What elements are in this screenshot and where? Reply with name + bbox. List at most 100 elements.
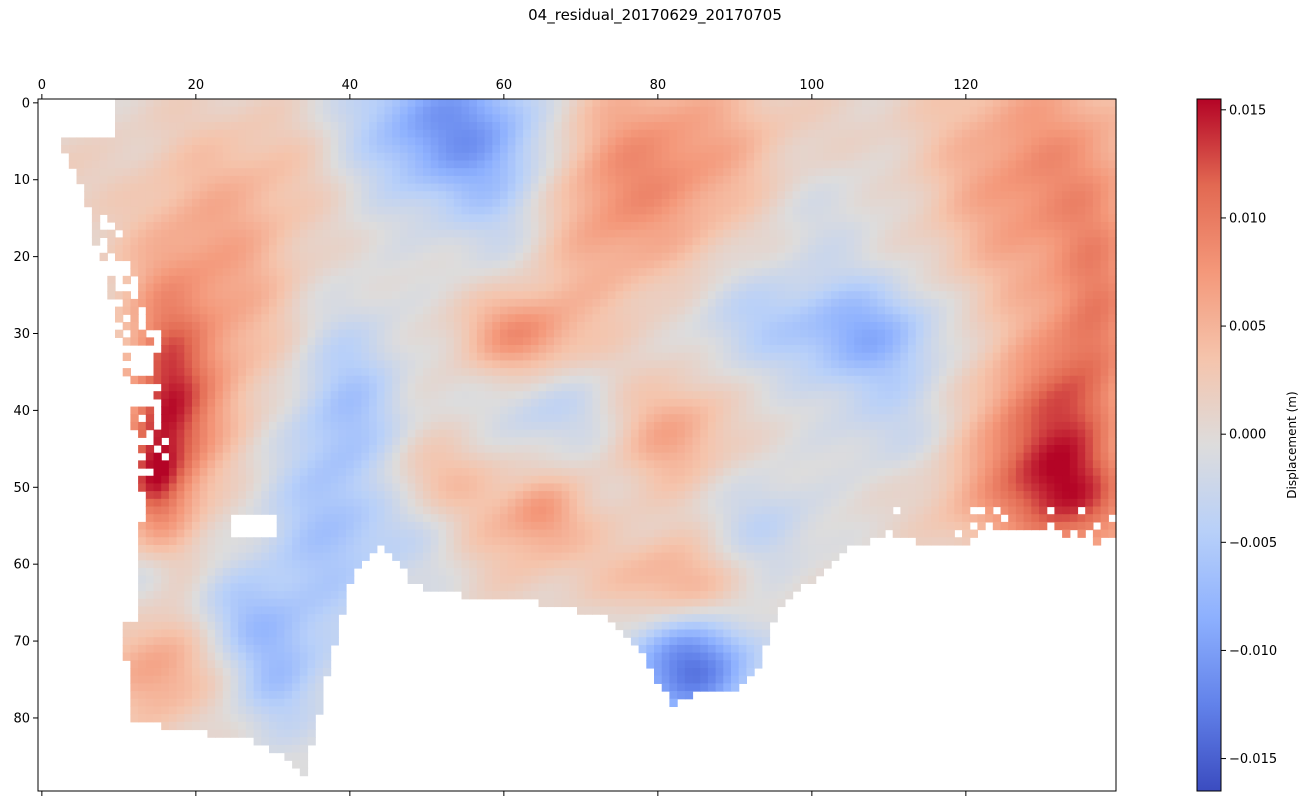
heatmap-cell — [584, 129, 593, 139]
heatmap-cell — [500, 99, 509, 108]
heatmap-cell — [777, 183, 786, 192]
heatmap-cell — [992, 314, 1002, 323]
heatmap-cell — [76, 168, 85, 177]
heatmap-cell — [1008, 145, 1017, 154]
heatmap-cell — [661, 383, 670, 392]
heatmap-cell — [1031, 206, 1040, 215]
heatmap-cell — [908, 268, 917, 277]
heatmap-cell — [153, 306, 162, 315]
heatmap-cell — [261, 191, 270, 200]
heatmap-cell — [207, 337, 216, 346]
heatmap-cell — [307, 229, 316, 238]
heatmap-cell — [577, 291, 586, 300]
heatmap-cell — [415, 129, 424, 139]
heatmap-cell — [769, 122, 778, 131]
heatmap-cell — [269, 214, 278, 223]
heatmap-cell — [615, 383, 624, 392]
heatmap-cell — [130, 252, 139, 262]
heatmap-cell — [153, 114, 162, 123]
heatmap-cell — [438, 145, 447, 154]
heatmap-cell — [353, 260, 362, 269]
heatmap-cell — [176, 245, 185, 254]
heatmap-cell — [769, 245, 778, 254]
heatmap-cell — [276, 391, 285, 400]
heatmap-cell — [453, 191, 463, 200]
heatmap-cell — [523, 191, 532, 200]
heatmap-cell — [1108, 252, 1117, 262]
heatmap-cell — [731, 352, 740, 362]
heatmap-cell — [784, 291, 794, 300]
heatmap-cell — [677, 137, 686, 146]
heatmap-cell — [877, 106, 886, 115]
heatmap-cell — [484, 314, 493, 323]
heatmap-cell — [615, 291, 624, 300]
heatmap-cell — [476, 145, 486, 154]
heatmap-cell — [985, 321, 994, 331]
heatmap-cell — [1039, 298, 1048, 308]
heatmap-cell — [222, 198, 232, 208]
heatmap-cell — [330, 368, 339, 377]
heatmap-cell — [530, 137, 540, 146]
heatmap-cell — [446, 283, 455, 292]
heatmap-cell — [1062, 114, 1071, 123]
heatmap-cell — [931, 337, 940, 346]
heatmap-cell — [669, 214, 678, 223]
heatmap-cell — [1085, 129, 1094, 139]
heatmap-cell — [800, 383, 809, 392]
heatmap-cell — [1015, 321, 1025, 331]
heatmap-cell — [815, 291, 824, 300]
heatmap-cell — [322, 99, 332, 108]
heatmap-cell — [869, 291, 878, 300]
heatmap-cell — [946, 206, 955, 215]
heatmap-cell — [677, 129, 686, 139]
heatmap-cell — [715, 345, 724, 354]
heatmap-cell — [1023, 168, 1032, 177]
heatmap-cell — [507, 352, 516, 362]
heatmap-cell — [184, 298, 193, 308]
heatmap-cell — [538, 152, 547, 162]
heatmap-cell — [784, 198, 794, 208]
heatmap-cell — [307, 306, 316, 315]
heatmap-cell — [746, 175, 755, 185]
heatmap-cell — [399, 175, 409, 185]
heatmap-cell — [292, 283, 301, 292]
heatmap-cell — [484, 368, 493, 377]
heatmap-cell — [507, 229, 516, 238]
heatmap-cell — [299, 114, 309, 123]
heatmap-cell — [592, 198, 601, 208]
heatmap-cell — [1069, 99, 1079, 108]
heatmap-cell — [346, 329, 355, 338]
heatmap-cell — [438, 275, 447, 285]
heatmap-cell — [723, 368, 732, 377]
heatmap-cell — [1000, 337, 1009, 346]
heatmap-cell — [630, 229, 640, 238]
heatmap-cell — [353, 222, 362, 231]
heatmap-cell — [222, 345, 232, 354]
heatmap-cell — [638, 106, 647, 115]
heatmap-cell — [215, 183, 224, 192]
heatmap-cell — [1069, 160, 1079, 169]
heatmap-cell — [553, 145, 563, 154]
heatmap-cell — [992, 298, 1002, 308]
heatmap-cell — [192, 152, 201, 162]
heatmap-cell — [245, 306, 255, 315]
heatmap-cell — [269, 314, 278, 323]
heatmap-cell — [453, 145, 463, 154]
heatmap-cell — [1023, 229, 1032, 238]
heatmap-cell — [168, 345, 178, 354]
heatmap-cell — [969, 245, 978, 254]
heatmap-cell — [423, 222, 432, 231]
heatmap-cell — [376, 275, 386, 285]
heatmap-cell — [353, 360, 362, 369]
heatmap-cell — [900, 114, 909, 123]
heatmap-cell — [91, 191, 101, 200]
heatmap-cell — [176, 275, 185, 285]
heatmap-cell — [931, 191, 940, 200]
heatmap-cell — [700, 137, 709, 146]
heatmap-cell — [307, 268, 316, 277]
heatmap-cell — [784, 368, 794, 377]
heatmap-cell — [369, 391, 378, 400]
heatmap-cell — [346, 99, 355, 108]
heatmap-cell — [738, 375, 747, 385]
heatmap-cell — [607, 137, 617, 146]
